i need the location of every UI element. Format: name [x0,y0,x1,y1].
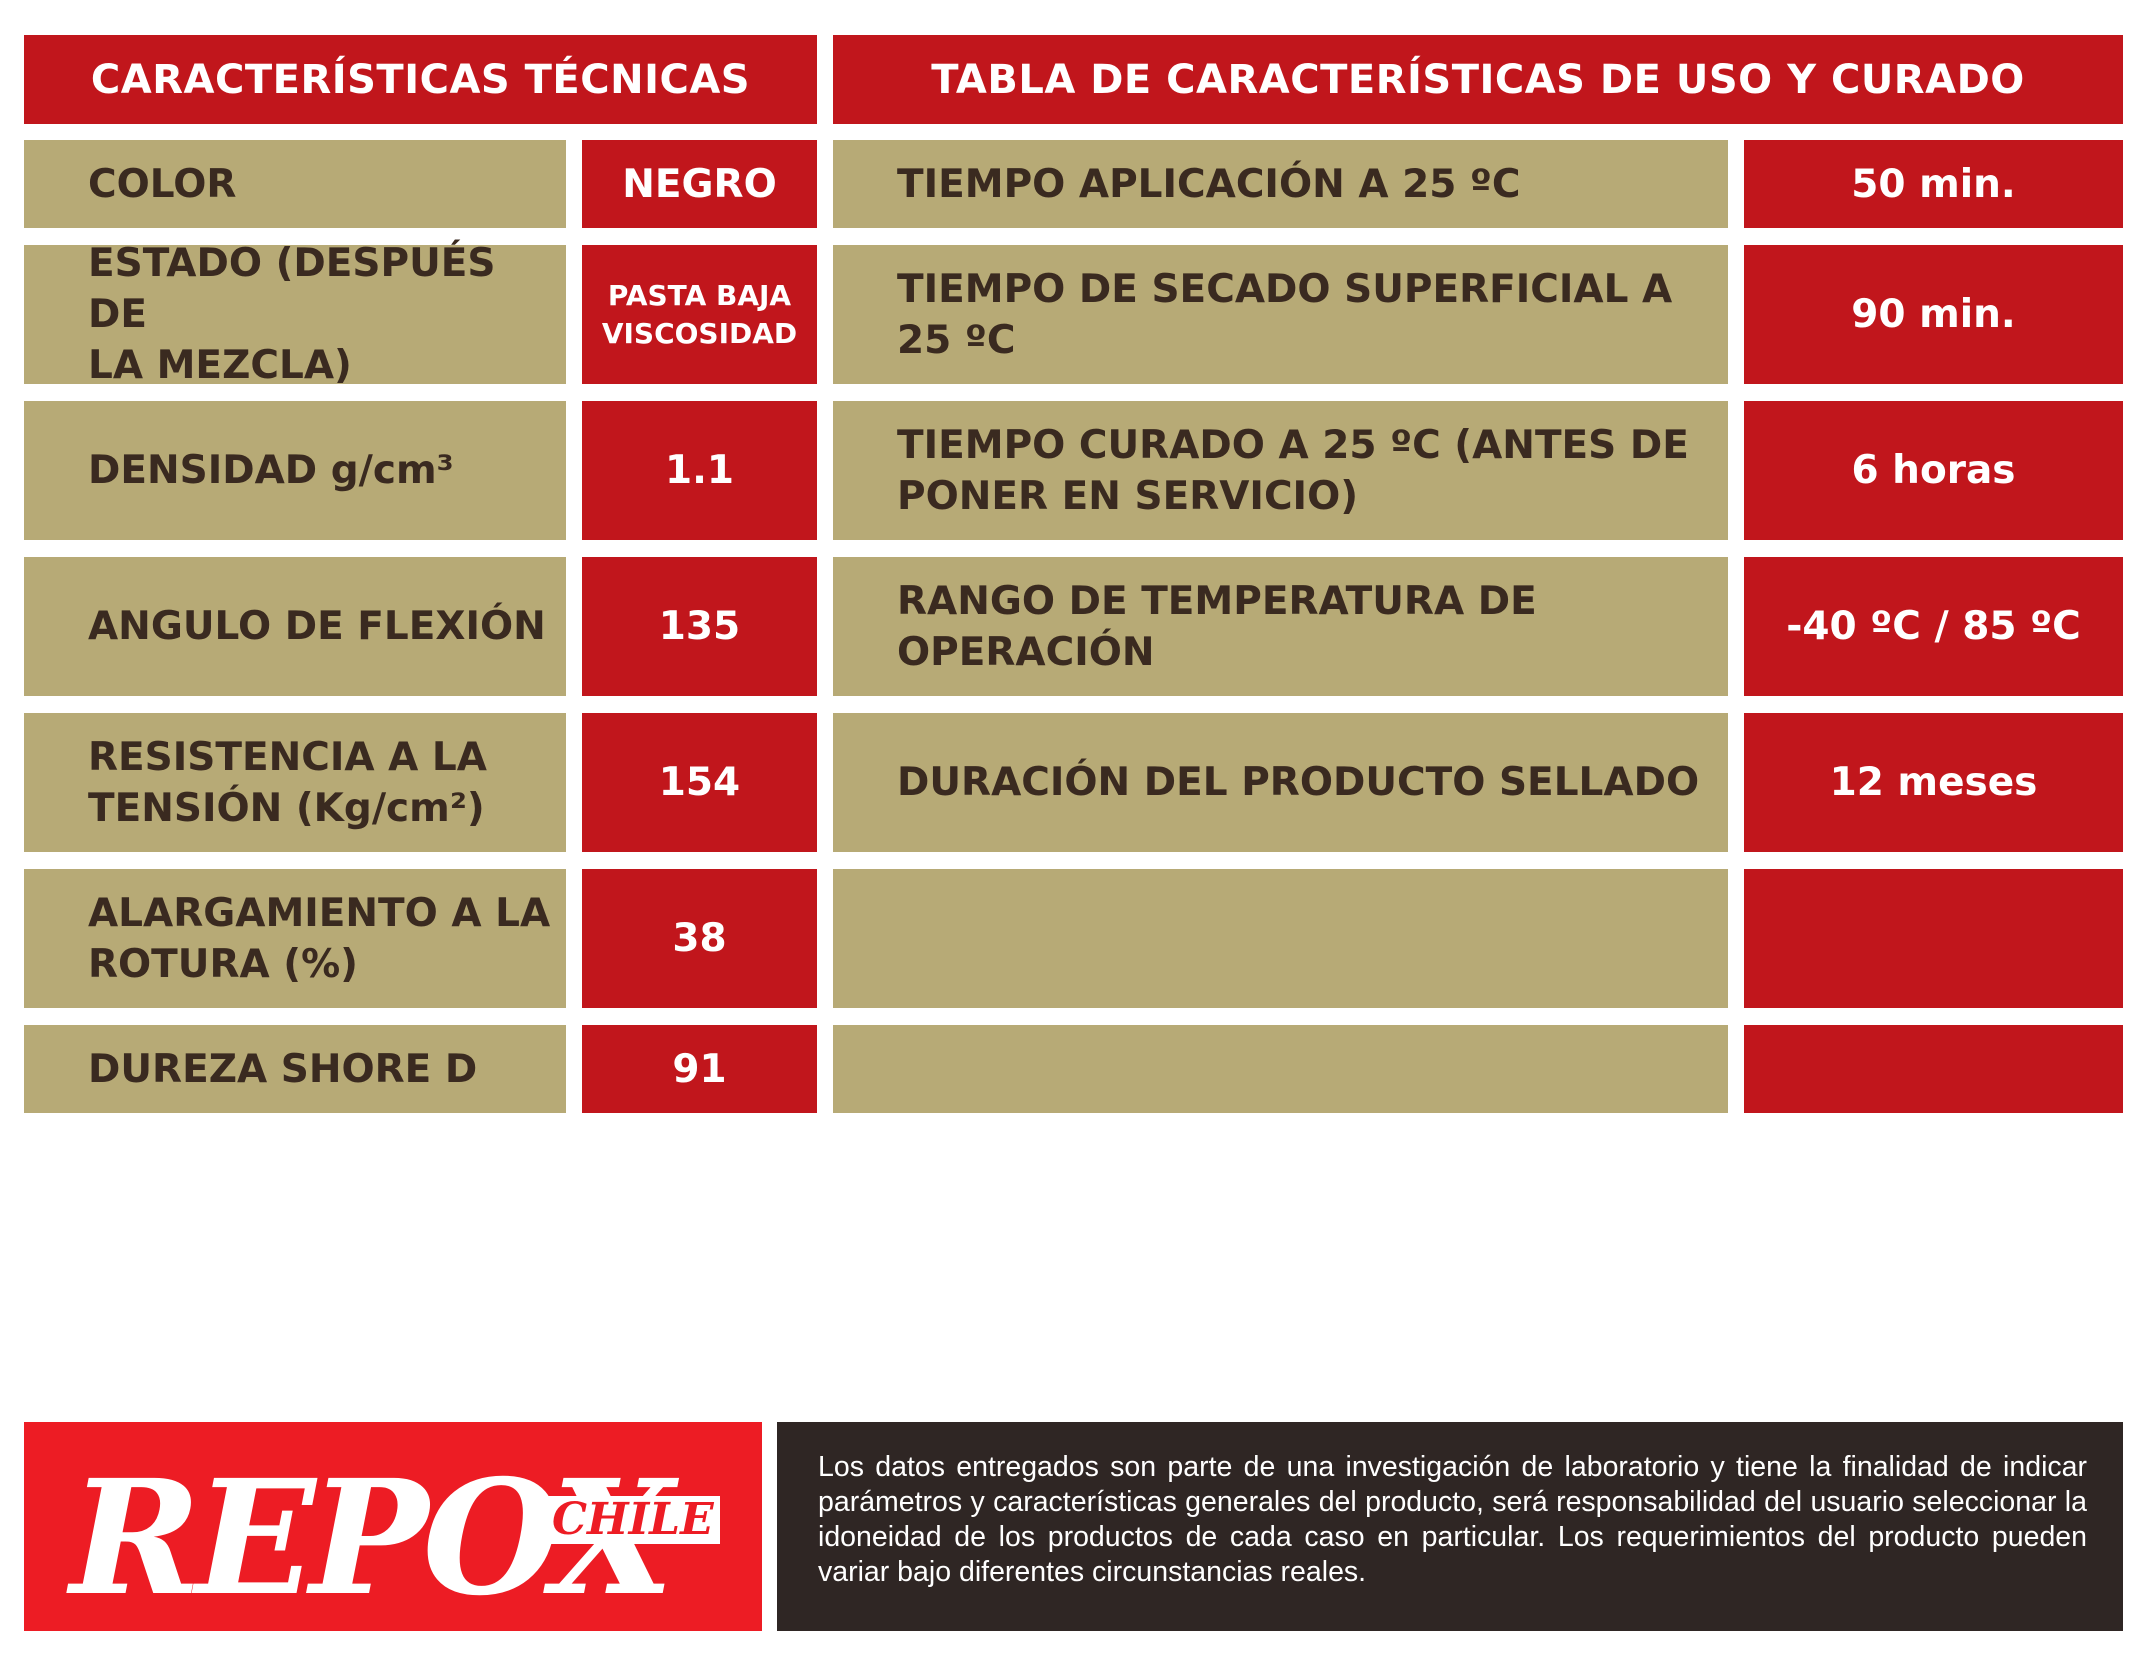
row-densidad-value: 1.1 [582,401,817,540]
row-duracion-label: DURACIÓN DEL PRODUCTO SELLADO [833,713,1728,852]
row-estado-label: ESTADO (DESPUÉS DE LA MEZCLA) [24,241,566,388]
row-estado-value: PASTA BAJA VISCOSIDAD [582,245,817,384]
row-densidad-label: DENSIDAD g/cm³ [24,401,566,540]
row-secado-value: 90 min. [1744,245,2123,384]
row-curado-value: 6 horas [1744,401,2123,540]
row-secado-label: TIEMPO DE SECADO SUPERFICIAL A 25 ºC [833,245,1728,384]
row-temperatura-value: -40 ºC / 85 ºC [1744,557,2123,696]
disclaimer-text: Los datos entregados son parte de una in… [777,1422,2123,1631]
row-resistencia-label: RESISTENCIA A LA TENSIÓN (Kg/cm²) [24,713,566,852]
row-aplicacion-label: TIEMPO APLICACIÓN A 25 ºC [833,140,1728,228]
right-table-header: TABLA DE CARACTERÍSTICAS DE USO Y CURADO [833,35,2123,124]
row-curado-label: TIEMPO CURADO A 25 ºC (ANTES DE PONER EN… [833,401,1728,540]
repox-chile-logo: REPOX CHILE [24,1422,762,1631]
row-temperatura-label: RANGO DE TEMPERATURA DE OPERACIÓN [833,557,1728,696]
row-empty-1-value [1744,869,2123,1008]
row-dureza-value: 91 [582,1025,817,1113]
row-empty-1-label [833,869,1728,1008]
row-alargamiento-label: ALARGAMIENTO A LA ROTURA (%) [24,869,566,1008]
row-dureza-label: DUREZA SHORE D [24,1025,566,1113]
row-color-label: COLOR [24,140,566,228]
row-empty-2-label [833,1025,1728,1113]
row-color-value: NEGRO [582,140,817,228]
row-angulo-value: 135 [582,557,817,696]
row-empty-2-value [1744,1025,2123,1113]
left-table-header: CARACTERÍSTICAS TÉCNICAS [24,35,817,124]
row-duracion-value: 12 meses [1744,713,2123,852]
row-resistencia-value: 154 [582,713,817,852]
logo-subtitle: CHILE [546,1495,720,1545]
row-angulo-label: ANGULO DE FLEXIÓN [24,557,566,696]
row-alargamiento-value: 38 [582,869,817,1008]
row-aplicacion-value: 50 min. [1744,140,2123,228]
